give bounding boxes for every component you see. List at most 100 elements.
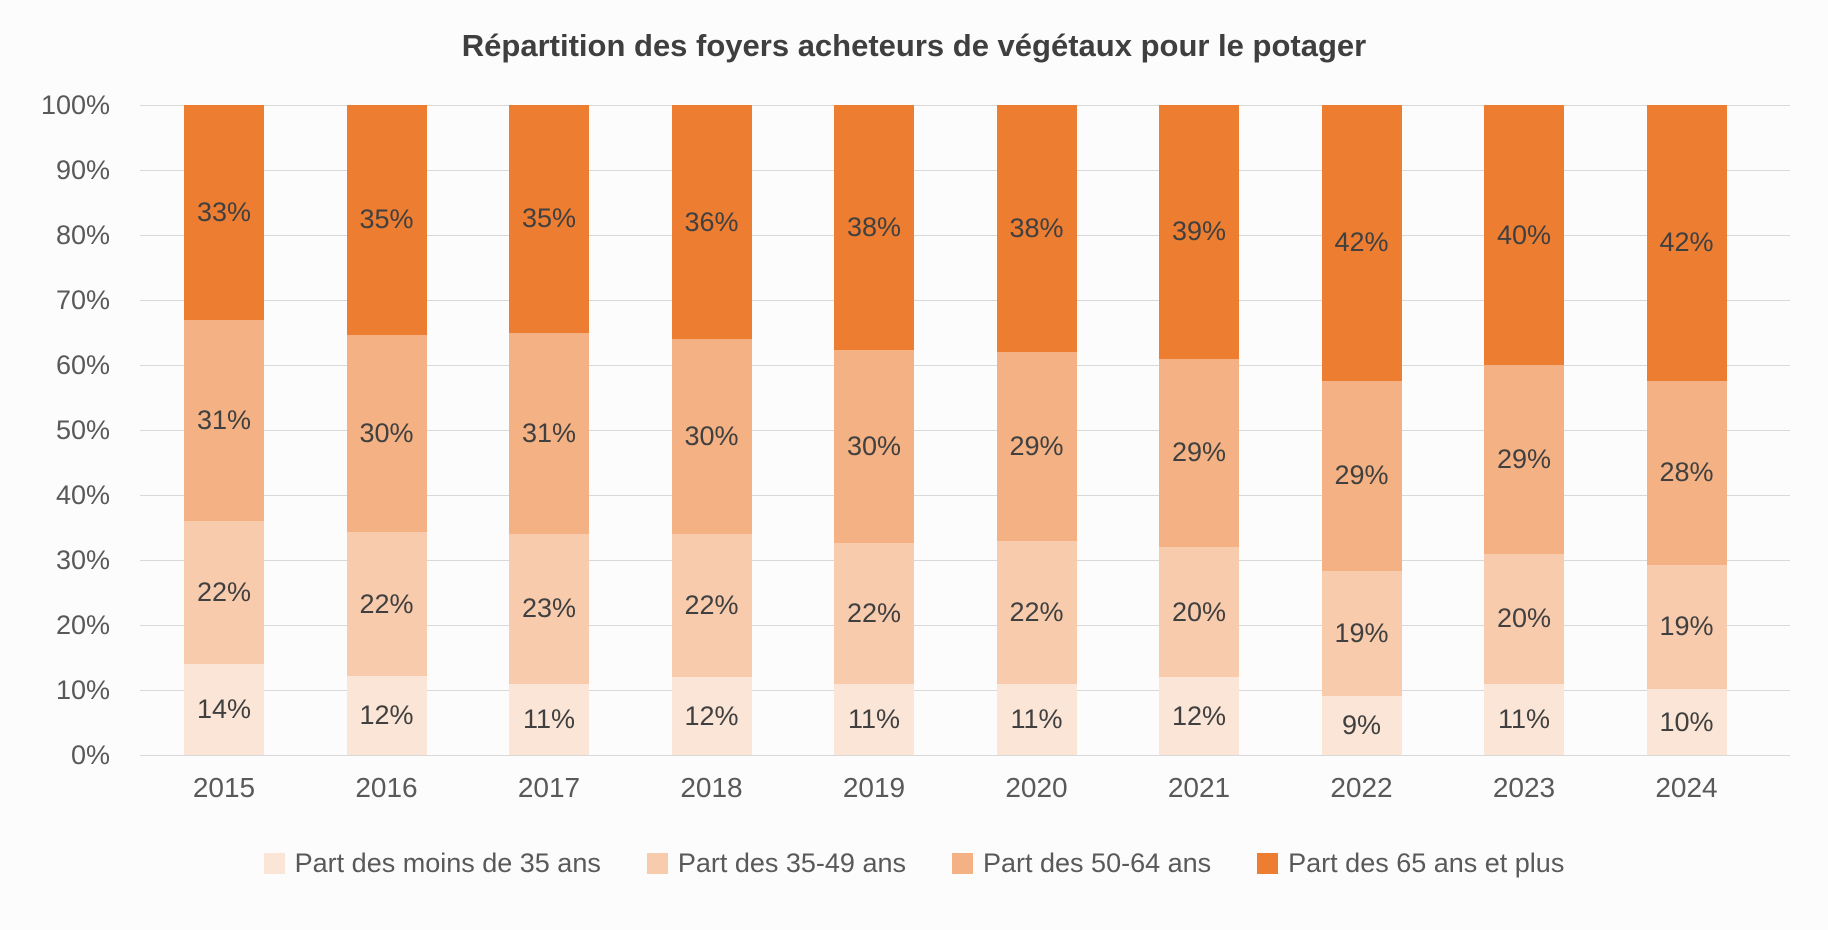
bar-segment-label: 31% [521,417,577,448]
bar-segment-label: 42% [1659,227,1714,258]
legend-label: Part des 50-64 ans [983,848,1212,878]
legend-item: Part des moins de 35 ans [263,848,601,879]
bar-segment: 33% [184,105,264,320]
bar-segment: 40% [1484,105,1564,365]
gridline [140,625,1790,626]
bar-segment-label: 11% [1497,703,1551,734]
gridline [140,235,1790,236]
bar-segment: 19% [1321,571,1402,696]
bar-segment-label: 22% [846,597,902,628]
bar-segment: 22% [184,521,264,664]
gridline [140,755,1790,756]
bar-segment: 31% [184,319,264,521]
bar-segment: 42% [1321,105,1402,381]
gridline [140,300,1790,301]
x-tick-label: 2022 [1330,772,1393,803]
bar-segment-label: 22% [359,588,414,619]
bar-segment-label: 30% [359,417,414,448]
bar-segment-label: 38% [846,211,902,242]
bar-segment: 39% [1159,105,1239,359]
bar-segment: 38% [834,105,914,350]
x-tick-label: 2018 [680,772,743,803]
y-tick-label: 60% [55,350,110,380]
x-tick-label: 2015 [192,772,256,803]
bar-segment: 12% [346,676,427,755]
y-tick-label: 50% [55,415,110,445]
bar-segment-label: 28% [1659,457,1714,488]
bar-segment: 29% [1159,358,1239,547]
bar-segment-label: 14% [196,694,252,724]
bar-segment-label: 38% [1009,213,1064,243]
bar-segment: 14% [184,664,264,755]
gridline [140,365,1790,366]
legend: Part des moins de 35 ans Part des 35-49 a… [0,848,1828,879]
legend-swatch-icon [1257,853,1279,874]
gridline [140,170,1790,171]
bar-segment-label: 20% [1171,596,1227,627]
bar-segment-label: 11% [522,703,576,734]
bar-segment-label: 33% [196,196,252,227]
bar-segment: 22% [996,540,1077,684]
bar-segment-label: 39% [1171,216,1227,247]
bar-segment: 29% [1484,365,1564,554]
bar-2022: 9% 19% 29% 42% [1321,105,1402,755]
y-tick-label: 0% [70,740,110,770]
bar-segment: 11% [509,683,589,755]
legend-item: Part des 50-64 ans [952,848,1211,879]
y-axis-labels: 0% 10% 20% 30% 40% 50% 60% 70% 80% 90% 100% [0,90,110,770]
bar-segment: 30% [346,334,427,532]
bar-segment: 35% [509,105,589,333]
bar-segment: 29% [996,352,1077,541]
legend-label: Part des 65 ans et plus [1288,848,1565,878]
gridline [140,690,1790,691]
y-tick-label: 40% [55,480,110,510]
gridline [140,430,1790,431]
x-tick-label: 2019 [842,772,906,803]
x-tick-label: 2016 [355,772,418,803]
bar-segment-label: 11% [847,704,901,735]
bar-2020: 11% 22% 29% 38% [996,105,1077,755]
bar-segment-label: 12% [359,700,414,731]
bar-segment-label: 31% [196,404,252,435]
bar-segment: 12% [1159,677,1239,755]
bar-segment: 36% [671,105,752,339]
y-tick-label: 80% [55,220,110,250]
bar-segment-label: 10% [1659,706,1714,737]
legend-item: Part des 35-49 ans [646,848,906,879]
bar-segment: 22% [671,534,752,677]
bar-segment-label: 29% [1334,460,1389,491]
y-tick-label: 10% [55,675,110,705]
bar-segment-label: 9% [1341,709,1382,740]
bar-segment: 42% [1646,105,1727,381]
bar-segment: 19% [1646,564,1727,690]
x-tick-label: 2024 [1655,772,1718,803]
y-tick-label: 90% [55,155,110,185]
bar-segment-label: 40% [1496,219,1552,250]
x-tick-label: 2020 [1005,772,1068,803]
bar-segment-label: 36% [684,206,739,237]
bar-segment: 20% [1159,547,1239,677]
bar-segment: 30% [834,349,914,543]
bar-segment-label: 20% [1496,603,1552,633]
bar-segment: 9% [1321,695,1402,755]
bar-segment-label: 29% [1171,437,1227,468]
bar-segment: 35% [346,105,427,335]
legend-swatch-icon [952,853,973,874]
bar-segment-label: 11% [1010,703,1063,734]
bar-segment: 30% [671,339,752,534]
bar-2023: 11% 20% 29% 40% [1484,105,1564,755]
y-tick-label: 30% [55,545,110,575]
y-tick-label: 100% [40,90,110,120]
gridline [140,560,1790,561]
bar-segment: 10% [1646,689,1727,755]
legend-label: Part des 35-49 ans [677,848,906,878]
plot-area: 14% 22% 31% 33% 12% 22% 30% 35% 11% 23% 31% 35% 12% 2… [140,105,1790,756]
bar-segment-label: 22% [1009,596,1064,627]
bar-segment: 11% [996,683,1077,755]
y-tick-label: 70% [55,285,110,315]
bar-segment-label: 30% [684,421,739,451]
legend-swatch-icon [646,853,668,874]
bar-2024: 10% 19% 28% 42% [1646,105,1727,755]
x-tick-label: 2021 [1167,772,1231,803]
